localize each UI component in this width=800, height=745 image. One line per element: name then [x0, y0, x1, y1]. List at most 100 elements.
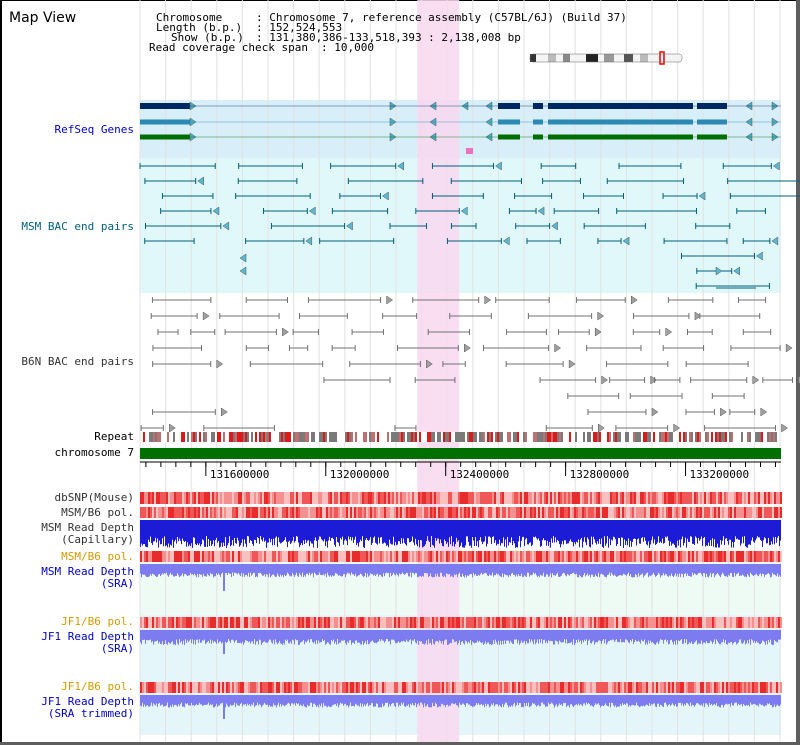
jf1-b6-pol-trim-band [154, 682, 156, 693]
msm-depth-capillary-bar [489, 520, 490, 537]
jf1-depth-sra-bar [430, 630, 431, 643]
msm-depth-sra-bar [434, 564, 435, 578]
repeat-segment [245, 432, 247, 442]
msm-b6-pol-sra-band [460, 551, 462, 562]
msm-depth-capillary-bar [550, 520, 551, 548]
jf1-depth-trimmed-bar [580, 695, 581, 705]
jf1-b6-pol-trim-band [172, 682, 174, 693]
jf1-b6-pol-trim-band [342, 682, 344, 693]
msm-depth-sra-bar [391, 564, 392, 577]
dbsnp-band [678, 492, 680, 504]
dbsnp-band [518, 492, 520, 504]
msm-depth-sra-bar [201, 564, 202, 575]
jf1-b6-pol-band [446, 617, 448, 628]
msm-b6-pol-sra-band [174, 551, 176, 562]
msm-depth-capillary-bar [496, 520, 497, 546]
repeat-segment [627, 432, 629, 442]
msm-depth-sra-bar [550, 564, 551, 574]
msm-b6-pol-sra-band [622, 551, 624, 562]
msm-bac-arrow [772, 161, 780, 171]
repeat-segment [449, 432, 451, 442]
jf1-b6-pol-band [186, 617, 188, 628]
repeat-segment [341, 432, 343, 442]
jf1-b6-pol-band [276, 617, 278, 628]
jf1-depth-trimmed-bar [445, 695, 446, 708]
jf1-b6-pol-band [516, 617, 518, 628]
msm-depth-sra-bar [148, 564, 149, 577]
jf1-b6-pol-trim-band [270, 682, 272, 693]
msm-b6-pol-band [414, 507, 416, 518]
dbsnp-band [334, 492, 336, 504]
dbsnp-band [256, 492, 258, 504]
jf1-depth-sra-bar [434, 630, 435, 645]
msm-depth-capillary-bar [224, 520, 225, 547]
msm-b6-pol-sra-band [202, 551, 204, 562]
msm-depth-capillary-bar [466, 520, 467, 537]
b6n-bac-arrow [785, 343, 793, 353]
msm-depth-sra-bar [250, 564, 251, 573]
jf1-depth-sra-bar [478, 630, 479, 643]
repeat-segment [705, 432, 707, 442]
msm-depth-sra-bar [292, 564, 293, 574]
msm-depth-capillary-bar [647, 520, 648, 546]
jf1-depth-trimmed-bar [259, 695, 260, 705]
dbsnp-band [452, 492, 454, 504]
msm-b6-pol-sra-band [566, 551, 568, 562]
msm-depth-sra-bar [685, 564, 686, 574]
msm-depth-capillary-bar [623, 520, 624, 548]
jf1-depth-sra-bar [614, 630, 615, 643]
jf1-b6-pol-band [746, 617, 748, 628]
gene-strand-arrow [389, 117, 397, 127]
msm-depth-capillary-bar [670, 520, 671, 542]
msm-depth-sra-bar [255, 564, 256, 578]
repeat-segment [393, 432, 395, 442]
dbsnp-band [552, 492, 554, 504]
jf1-depth-trimmed-bar [285, 695, 286, 706]
jf1-depth-trimmed-bar [142, 695, 143, 703]
dbsnp-band [350, 492, 352, 504]
jf1-b6-pol-trim-band [166, 682, 168, 693]
dbsnp-band [692, 492, 694, 504]
jf1-depth-sra-bar [376, 630, 377, 644]
jf1-depth-sra-bar [757, 630, 758, 643]
msm-depth-sra-bar [478, 564, 479, 575]
jf1-depth-sra-bar [367, 630, 368, 640]
jf1-depth-trimmed-bar [456, 695, 457, 706]
jf1-depth-sra-bar [758, 630, 759, 643]
jf1-depth-trimmed-bar [325, 695, 326, 706]
msm-b6-pol-band [332, 507, 334, 518]
jf1-b6-pol-band [452, 617, 454, 628]
msm-depth-sra-bar [621, 564, 622, 576]
jf1-b6-pol-band [420, 617, 422, 628]
repeat-segment [685, 432, 687, 442]
jf1-depth-sra-bar [550, 630, 551, 641]
jf1-depth-trimmed-bar [722, 695, 723, 705]
msm-depth-sra-bar [775, 564, 776, 576]
jf1-b6-pol-trim-band [188, 682, 190, 693]
msm-b6-pol-band [302, 507, 304, 518]
msm-depth-sra-bar [701, 564, 702, 575]
jf1-depth-sra-bar [473, 630, 474, 643]
dbsnp-band [352, 492, 354, 504]
msm-depth-sra-bar [182, 564, 183, 574]
dbsnp-band [262, 492, 264, 504]
repeat-segment [471, 432, 473, 442]
jf1-b6-pol-trim-band [264, 682, 266, 693]
repeat-segment [307, 432, 309, 442]
jf1-b6-pol-trim-band [190, 682, 192, 693]
jf1-b6-pol-trim-band [238, 682, 240, 693]
msm-b6-pol-band [512, 507, 514, 518]
jf1-depth-sra-bar [173, 630, 174, 645]
repeat-segment [441, 432, 443, 442]
jf1-depth-sra-bar [777, 630, 778, 643]
jf1-depth-sra-bar [573, 630, 574, 640]
msm-depth-capillary-bar [766, 520, 767, 544]
repeat-segment [305, 432, 307, 442]
msm-depth-capillary-bar [300, 520, 301, 546]
msm-depth-capillary-bar [448, 520, 449, 547]
msm-b6-pol-band [186, 507, 188, 518]
gene-block [140, 134, 190, 140]
msm-depth-capillary-bar [723, 520, 724, 537]
jf1-depth-trimmed-bar [645, 695, 646, 706]
